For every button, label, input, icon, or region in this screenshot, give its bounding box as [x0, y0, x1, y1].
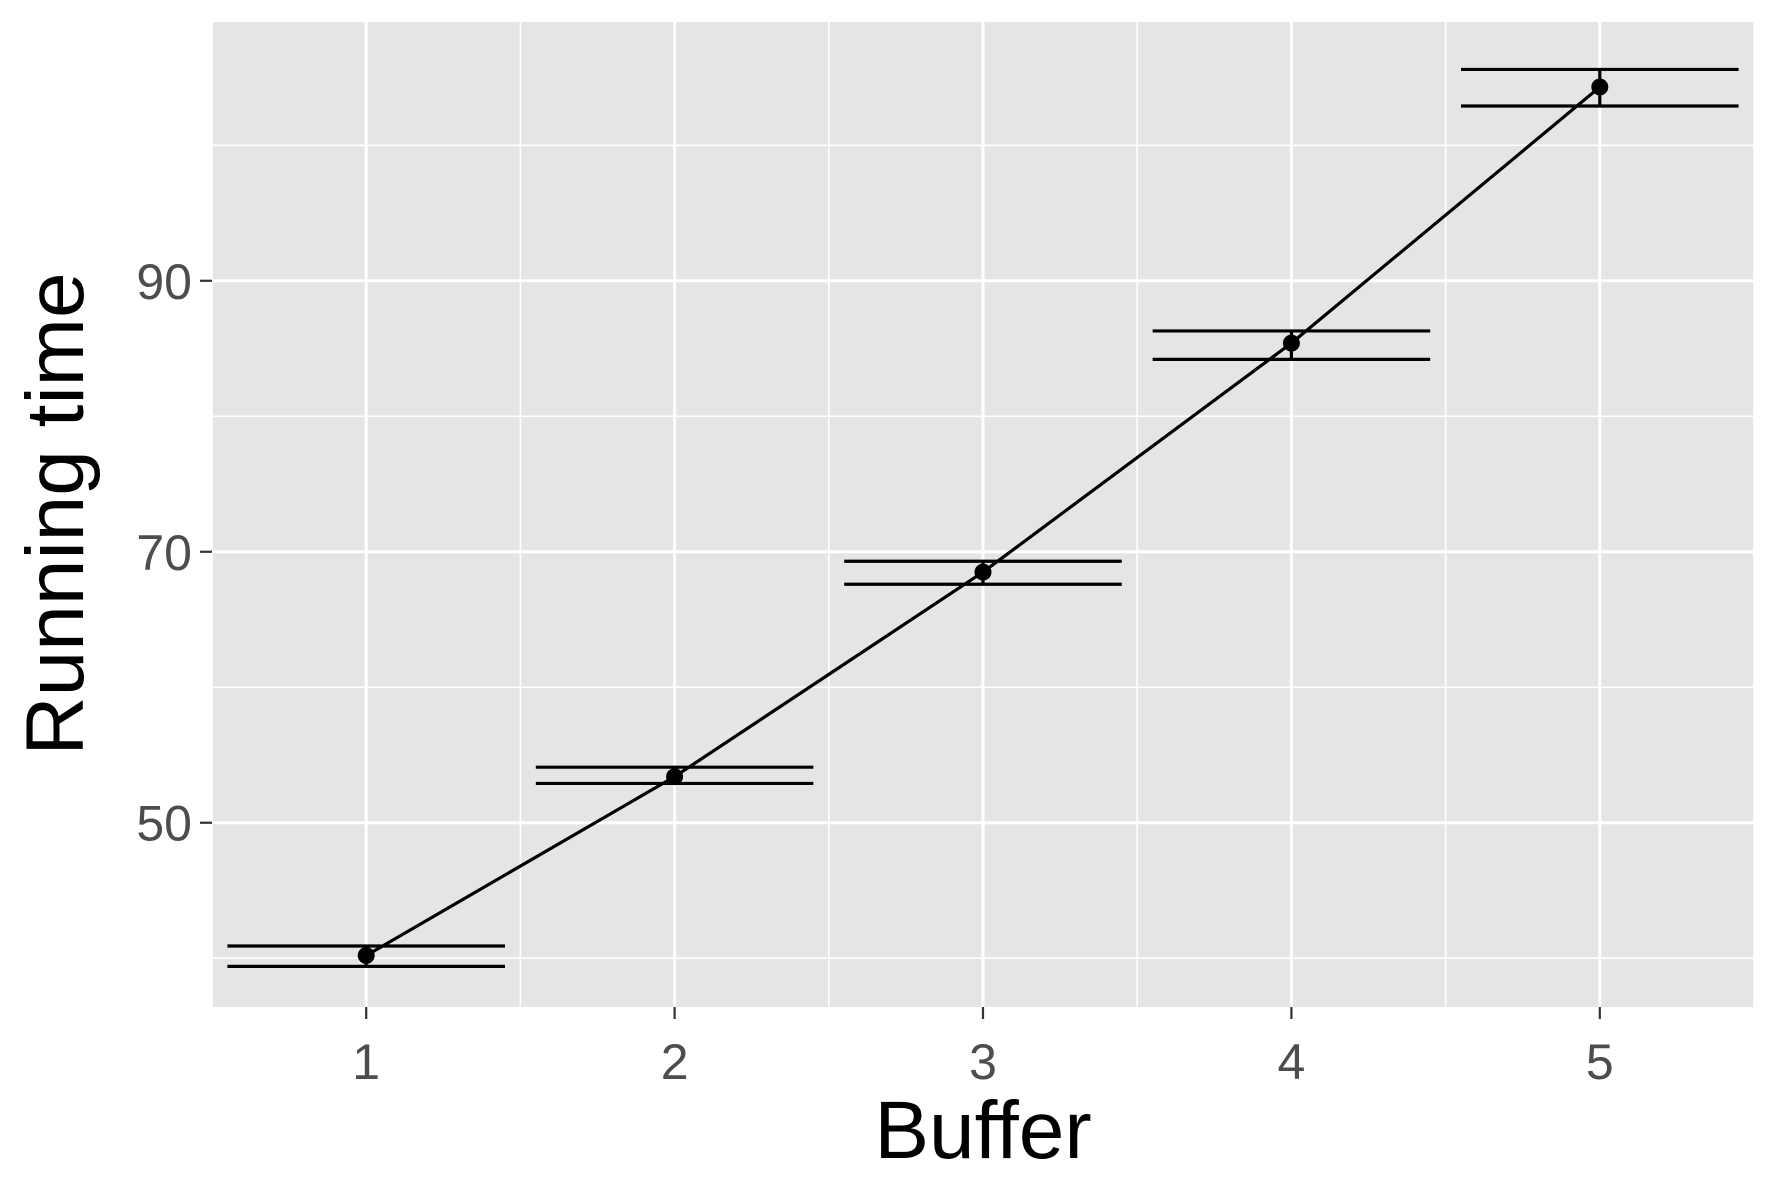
x-tick-label: 3: [969, 1034, 997, 1090]
data-point: [666, 768, 684, 786]
y-axis-title: Running time: [10, 272, 101, 755]
x-tick-label: 4: [1277, 1034, 1305, 1090]
y-tick-label: 90: [136, 254, 192, 310]
data-marks: [227, 67, 1739, 968]
x-axis-title: Buffer: [874, 1085, 1091, 1176]
grid-major: [212, 22, 1754, 1007]
data-point: [974, 563, 992, 581]
data-point: [357, 947, 375, 965]
x-tick-label: 1: [352, 1034, 380, 1090]
data-point: [1282, 334, 1300, 352]
y-tick-label: 50: [136, 796, 192, 852]
data-point: [1591, 78, 1609, 96]
x-tick-label: 2: [661, 1034, 689, 1090]
axes: 1 2 3 4 5 50 70 90: [136, 254, 1613, 1090]
y-tick-label: 70: [136, 525, 192, 581]
x-tick-label: 5: [1586, 1034, 1614, 1090]
